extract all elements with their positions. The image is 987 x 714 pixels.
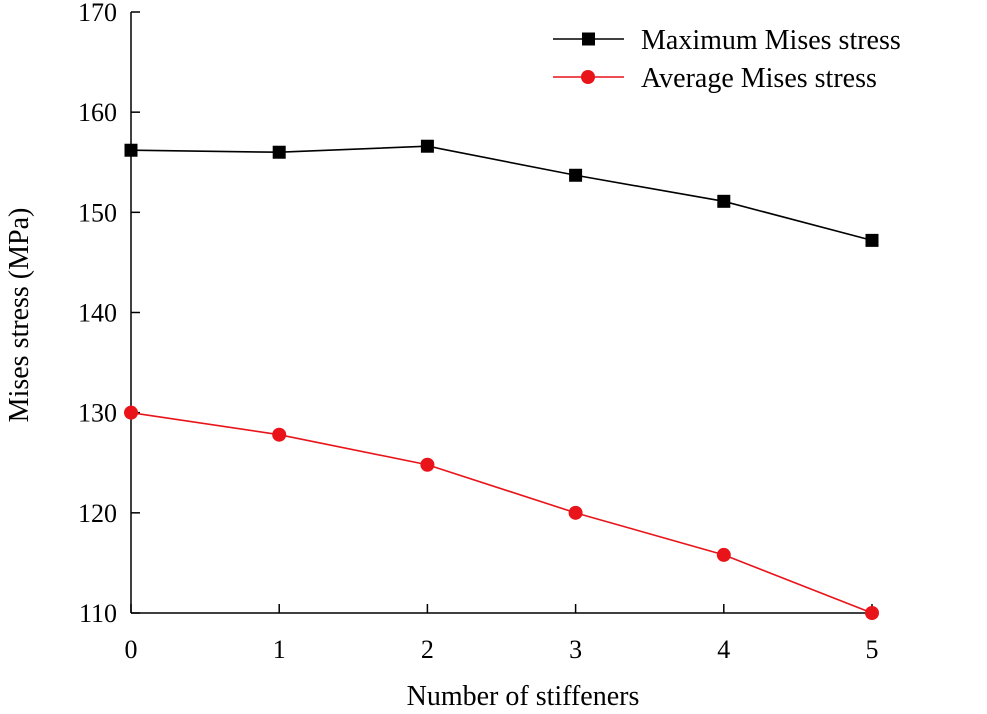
legend-marker-average: [581, 70, 595, 84]
x-tick-label: 2: [421, 635, 434, 664]
data-point-average: [420, 457, 435, 472]
y-tick-label: 110: [79, 599, 117, 628]
y-tick-label: 130: [78, 399, 117, 428]
legend: Maximum Mises stress Average Mises stress: [553, 25, 901, 94]
data-point-average: [568, 505, 583, 520]
data-point-maximum: [420, 139, 434, 153]
legend-marker-maximum: [582, 32, 595, 46]
axes: 110 120 130 140 150 160 170 0 1 2 3 4 5: [78, 0, 879, 664]
x-tick-label: 1: [273, 635, 286, 664]
y-tick-label: 170: [78, 0, 117, 27]
data-point-maximum: [569, 168, 583, 182]
y-tick-label: 140: [78, 299, 117, 328]
data-point-average: [272, 427, 287, 442]
x-tick-label: 0: [125, 635, 138, 664]
legend-label-maximum: Maximum Mises stress: [641, 25, 901, 56]
data-point-maximum: [865, 233, 879, 247]
data-point-average: [865, 606, 879, 620]
y-axis-title: Mises stress (MPa): [4, 208, 35, 423]
x-tick-label: 5: [866, 635, 879, 664]
series-line-maximum: [130, 145, 873, 242]
data-point-average: [716, 547, 731, 562]
series-layer: [124, 139, 879, 620]
y-tick-label: 160: [78, 98, 117, 127]
y-tick-label: 120: [78, 499, 117, 528]
x-tick-label: 4: [717, 635, 730, 664]
data-point-maximum: [272, 145, 286, 159]
data-point-maximum: [124, 143, 138, 157]
data-point-average: [124, 405, 138, 420]
series-line-average: [130, 411, 873, 614]
y-tick-label: 150: [78, 198, 117, 227]
legend-label-average: Average Mises stress: [641, 63, 877, 94]
x-tick-label: 3: [569, 635, 582, 664]
x-axis-title: Number of stiffeners: [407, 681, 640, 712]
data-point-maximum: [717, 194, 731, 208]
